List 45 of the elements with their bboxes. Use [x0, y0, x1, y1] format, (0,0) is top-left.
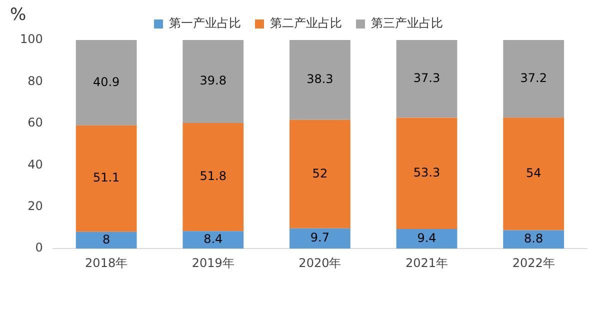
y-axis-title: % [10, 5, 26, 25]
x-tick-label: 2018年 [85, 256, 128, 270]
bar [503, 118, 564, 230]
x-tick-label: 2021年 [406, 256, 448, 270]
data-label: 37.2 [520, 70, 547, 85]
data-label: 54 [526, 166, 542, 180]
bar [503, 40, 564, 118]
bar [76, 125, 137, 232]
x-tick-label: 2020年 [298, 256, 342, 270]
bar [182, 123, 244, 232]
bar [396, 228, 458, 249]
data-label: 8 [102, 232, 110, 246]
data-label: 9.4 [417, 230, 436, 245]
x-tick-label: 2022年 [512, 256, 555, 270]
data-label: 39.8 [200, 74, 226, 88]
bar [290, 120, 350, 228]
data-label: 8.4 [204, 232, 223, 246]
bar [396, 118, 458, 229]
bar [76, 40, 137, 126]
data-label: 51.8 [200, 169, 226, 184]
y-tick-label: 0 [35, 240, 43, 255]
legend-label: 第一产业占比 [169, 16, 241, 30]
y-tick-label: 20 [28, 199, 43, 214]
data-label: 38.3 [306, 72, 334, 86]
bar [290, 40, 350, 120]
bar [182, 231, 244, 249]
legend-label: 第二产业占比 [270, 16, 342, 30]
data-label: 37.3 [413, 71, 440, 86]
data-label: 51.1 [92, 170, 120, 185]
y-tick-label: 40 [28, 157, 43, 172]
data-label: 8.8 [524, 232, 544, 246]
y-tick-label: 80 [28, 74, 43, 88]
data-label: 9.7 [310, 230, 330, 245]
y-tick-label: 60 [28, 116, 43, 130]
x-tick-label: 2019年 [192, 256, 234, 270]
bar [290, 228, 350, 249]
data-label: 52 [312, 166, 328, 180]
data-label: 53.3 [413, 166, 440, 180]
bar [396, 40, 458, 118]
data-label: 40.9 [92, 74, 120, 89]
bar [76, 232, 137, 249]
y-tick-label: 100 [20, 32, 43, 46]
legend-label: 第三产业占比 [371, 16, 443, 30]
bar [503, 230, 564, 249]
bar [182, 40, 244, 124]
